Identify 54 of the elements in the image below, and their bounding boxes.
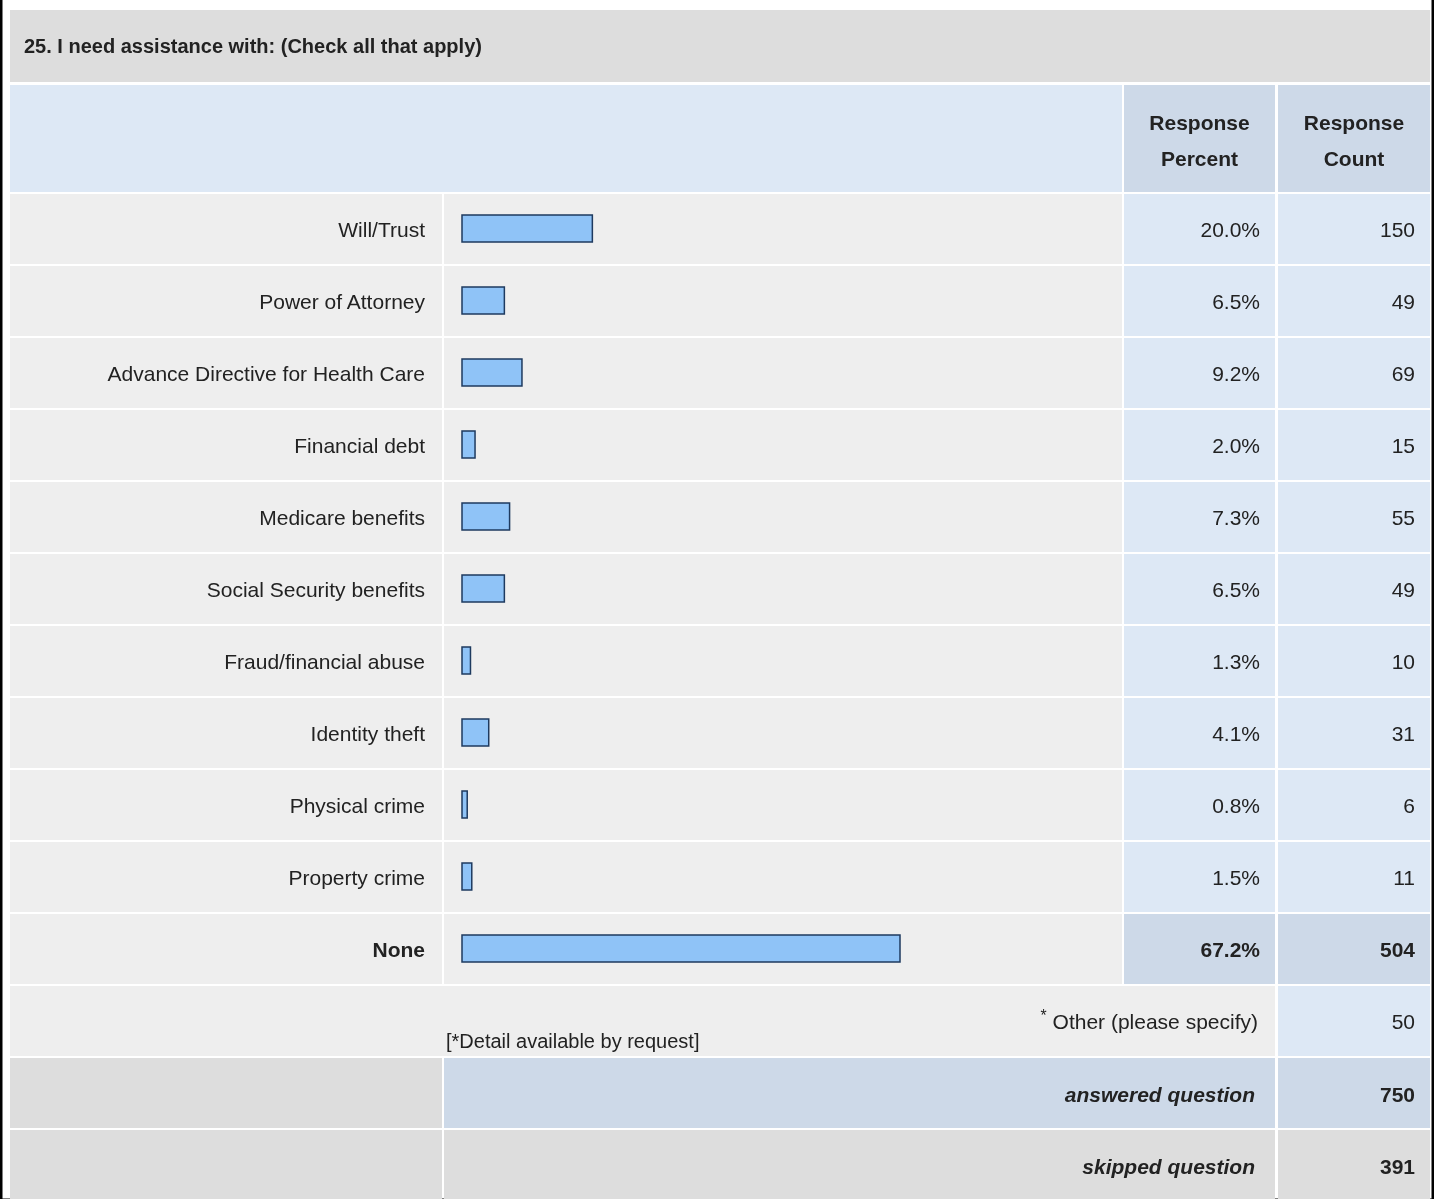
y-tick-label: Property crime xyxy=(288,866,425,889)
data-label: 7.3% xyxy=(1212,506,1260,529)
text: 391 xyxy=(1379,1155,1416,1178)
data-label: 9.2% xyxy=(1212,362,1260,385)
y-tick-label: None xyxy=(372,938,425,961)
data-label: 67.2% xyxy=(1200,938,1261,961)
y-tick-label: Identity theft xyxy=(310,722,426,745)
bar xyxy=(461,646,472,675)
y-tick-label: Financial debt xyxy=(294,434,426,457)
data-label: 6.5% xyxy=(1212,290,1260,313)
data-label: 4.1% xyxy=(1212,722,1260,745)
bar xyxy=(461,574,506,603)
data-label: 0.8% xyxy=(1212,794,1260,817)
y-tick-label: Physical crime xyxy=(289,794,425,817)
bar xyxy=(461,862,473,891)
data-label: 2.0% xyxy=(1212,434,1260,457)
text: skipped question xyxy=(1082,1155,1255,1178)
text: 15 xyxy=(1391,434,1415,457)
text: 11 xyxy=(1393,866,1415,889)
data-label: 20.0% xyxy=(1200,218,1260,241)
text: 750 xyxy=(1379,1083,1415,1106)
text: Response Count xyxy=(1303,111,1405,170)
data-label: 6.5% xyxy=(1212,578,1260,601)
text: 69 xyxy=(1391,362,1415,385)
bar xyxy=(461,214,594,243)
y-tick-label: Medicare benefits xyxy=(259,506,425,529)
text: 31 xyxy=(1391,722,1415,745)
bar xyxy=(461,286,506,315)
y-tick-label: Advance Directive for Health Care xyxy=(107,362,425,385)
text: 50 xyxy=(1391,1010,1415,1033)
text: 6 xyxy=(1403,794,1415,817)
text: 49 xyxy=(1391,290,1415,313)
text: 49 xyxy=(1391,578,1415,601)
text: $^{*}$ Other (please specify) xyxy=(1040,1006,1258,1033)
data-label: 1.5% xyxy=(1212,866,1260,889)
bar xyxy=(461,358,523,387)
y-tick-label: Social Security benefits xyxy=(206,578,425,601)
text: [*Detail available by request] xyxy=(446,1030,700,1052)
bar xyxy=(461,502,511,531)
text: 150 xyxy=(1379,218,1415,241)
bar xyxy=(461,718,490,747)
text: 25. I need assistance with: (Check all that apply) xyxy=(24,35,482,57)
text: Response Percent xyxy=(1149,111,1250,170)
data-label: 1.3% xyxy=(1212,650,1260,673)
text: 55 xyxy=(1391,506,1415,529)
text: 10 xyxy=(1391,650,1415,673)
y-tick-label: Power of Attorney xyxy=(259,290,426,313)
text: answered question xyxy=(1064,1083,1255,1106)
bar xyxy=(461,934,901,963)
text: 504 xyxy=(1379,938,1416,961)
bar xyxy=(461,790,468,819)
y-tick-label: Will/Trust xyxy=(338,218,426,241)
y-tick-label: Fraud/financial abuse xyxy=(224,650,425,673)
bar xyxy=(461,430,476,459)
